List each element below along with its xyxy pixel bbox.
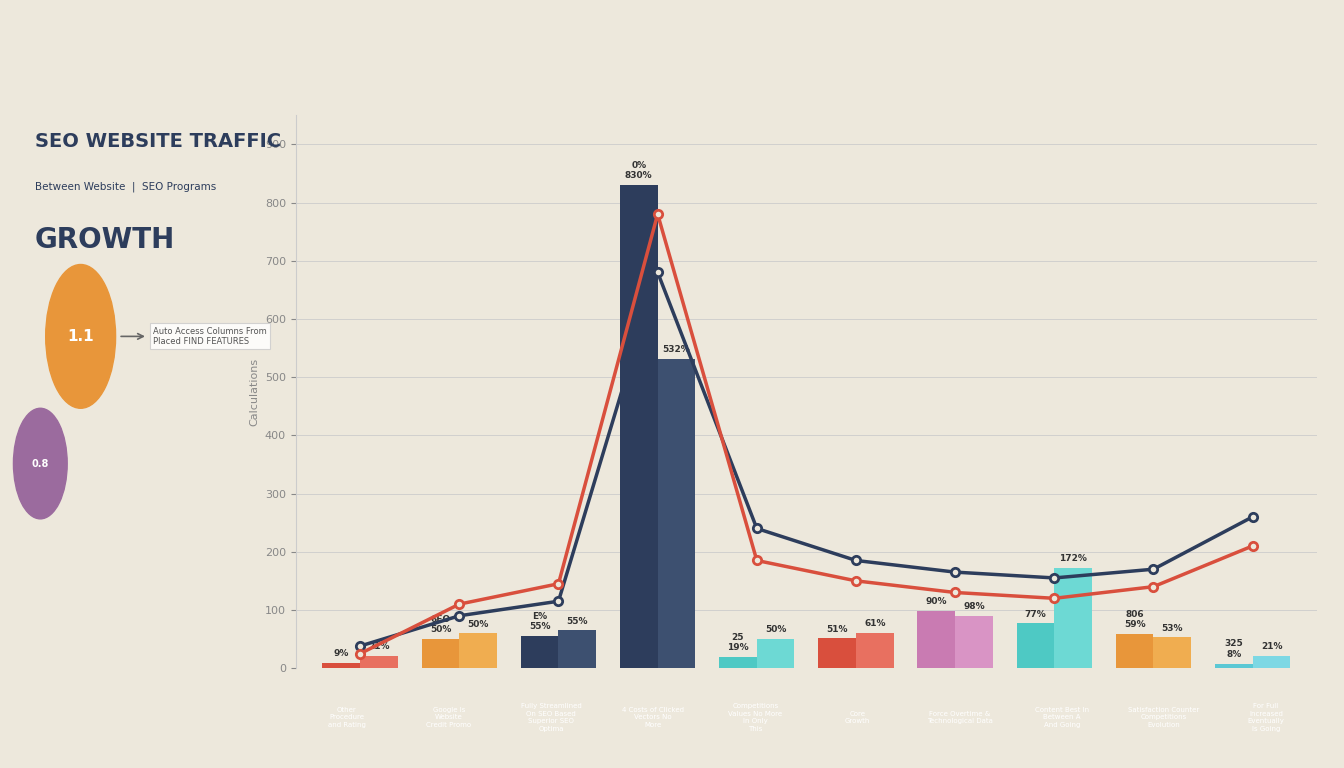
Text: 0.8: 0.8 — [32, 458, 48, 468]
Text: For Full
Increased
Eventually
Is Going: For Full Increased Eventually Is Going — [1247, 703, 1285, 732]
Text: 55%: 55% — [567, 617, 589, 626]
Bar — [956, 616, 993, 668]
Text: 50%: 50% — [468, 620, 489, 628]
Text: Between Website  |  SEO Programs: Between Website | SEO Programs — [35, 181, 216, 192]
Text: 806
59%: 806 59% — [1124, 610, 1145, 629]
Y-axis label: Calculations: Calculations — [249, 358, 259, 425]
Text: SEO WEBSITE TRAFFIC: SEO WEBSITE TRAFFIC — [35, 132, 281, 151]
Text: 0%
830%: 0% 830% — [625, 161, 653, 180]
Text: 172%: 172% — [1059, 554, 1087, 564]
Text: 53%: 53% — [1161, 624, 1183, 633]
Bar — [1153, 637, 1191, 668]
Bar — [1016, 624, 1054, 668]
Text: Content Best In
Between A
And Going: Content Best In Between A And Going — [1035, 707, 1089, 728]
Bar — [719, 657, 757, 668]
Circle shape — [13, 409, 67, 519]
Bar — [856, 633, 894, 668]
Text: Auto Access Columns From
Placed FIND FEATURES: Auto Access Columns From Placed FIND FEA… — [153, 326, 267, 346]
Bar — [520, 636, 559, 668]
Text: 25
19%: 25 19% — [727, 633, 749, 653]
Text: 50%: 50% — [765, 625, 786, 634]
Bar — [1116, 634, 1153, 668]
Text: 1.1: 1.1 — [67, 329, 94, 344]
Bar — [918, 611, 956, 668]
Text: 532%: 532% — [663, 345, 691, 354]
Bar — [422, 639, 460, 668]
Bar — [323, 663, 360, 668]
Text: GROWTH: GROWTH — [35, 226, 175, 253]
Bar — [360, 656, 398, 668]
Text: Satisfaction Counter
Competitions
Evolution: Satisfaction Counter Competitions Evolut… — [1128, 707, 1200, 728]
Text: E%
55%: E% 55% — [530, 612, 551, 631]
Text: Other
Procedure
and Rating: Other Procedure and Rating — [328, 707, 366, 728]
Text: 6FO
50%: 6FO 50% — [430, 615, 452, 634]
Bar — [559, 631, 597, 668]
Text: 51%: 51% — [827, 625, 848, 634]
Text: Fully Streamlined
On SEO Based
Superior SEO
Optima: Fully Streamlined On SEO Based Superior … — [520, 703, 582, 732]
Text: Competitions
Values No More
In Only
This: Competitions Values No More In Only This — [728, 703, 782, 732]
Bar — [1253, 656, 1290, 668]
Text: Core
Growth: Core Growth — [845, 710, 870, 724]
Text: 9%: 9% — [333, 649, 349, 658]
Bar — [657, 359, 695, 668]
Text: 98%: 98% — [964, 602, 985, 611]
Text: 4 Costs of Clicked
Vectors No
More: 4 Costs of Clicked Vectors No More — [622, 707, 684, 728]
Bar — [460, 634, 497, 668]
Text: 21%: 21% — [368, 642, 390, 651]
Bar — [757, 639, 794, 668]
Text: 325
8%: 325 8% — [1224, 640, 1243, 659]
Circle shape — [46, 264, 116, 409]
Text: 21%: 21% — [1261, 642, 1282, 651]
Text: 90%: 90% — [926, 598, 948, 607]
Bar — [1054, 568, 1093, 668]
Bar — [1215, 664, 1253, 668]
Bar — [818, 638, 856, 668]
Text: Force Overtime &
Technological Data: Force Overtime & Technological Data — [926, 710, 993, 724]
Text: 77%: 77% — [1024, 610, 1047, 619]
Bar — [620, 185, 657, 668]
Text: Google Is
Website
Credit Promo: Google Is Website Credit Promo — [426, 707, 472, 728]
Text: 61%: 61% — [864, 619, 886, 628]
